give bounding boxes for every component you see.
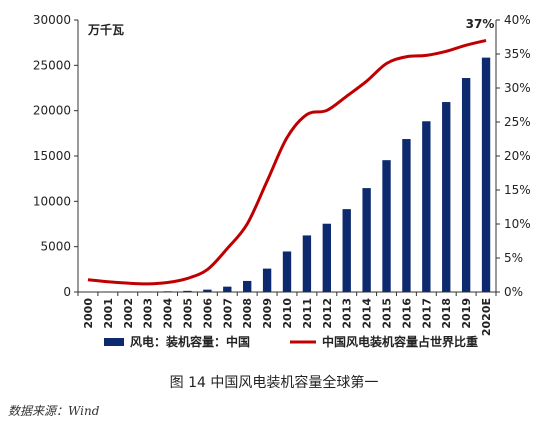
capacity-bar (402, 139, 411, 292)
x-tick-label: 2019 (460, 298, 473, 329)
y-right-tick-label: 10% (504, 217, 531, 231)
capacity-bar (342, 209, 351, 292)
share-line (87, 38, 487, 286)
source-label: 数据来源 (8, 404, 57, 418)
capacity-bar (302, 235, 312, 292)
legend-label-bar: 风电：装机容量：中国 (130, 334, 250, 349)
capacity-bar (163, 291, 172, 292)
capacity-bar (422, 121, 431, 293)
x-tick-label: 2012 (321, 298, 334, 329)
capacity-bar (322, 223, 331, 292)
legend-label-line: 中国风电装机容量占世界比重 (322, 334, 478, 349)
y-left-tick-label: 20000 (33, 104, 71, 118)
capacity-bars (83, 57, 491, 293)
share-line-group (87, 38, 487, 286)
capacity-bar (223, 286, 232, 292)
y-left-tick-label: 10000 (33, 194, 71, 208)
y-left-tick-label: 25000 (33, 58, 71, 72)
x-tick-label: 2017 (420, 298, 433, 329)
chart-legend: 风电：装机容量：中国 中国风电装机容量占世界比重 (104, 334, 478, 349)
y-right-tick-label: 35% (504, 47, 531, 61)
y-right-tick-label: 40% (504, 13, 531, 27)
y-left-tick-label: 30000 (33, 13, 71, 27)
x-tick-label: 2001 (102, 298, 115, 329)
source-value: Wind (68, 404, 100, 418)
capacity-bar (461, 78, 471, 292)
y-right-tick-label: 0% (504, 285, 523, 299)
x-tick-label: 2005 (181, 298, 194, 329)
x-tick-label: 2007 (221, 298, 234, 329)
y-left-tick-label: 0 (63, 285, 71, 299)
x-tick-label: 2013 (341, 298, 354, 329)
y-right-tick-label: 25% (504, 115, 531, 129)
x-tick-label: 2016 (400, 298, 413, 329)
x-tick-label: 2002 (122, 298, 135, 329)
x-tick-label: 2008 (241, 298, 254, 329)
capacity-bar (362, 188, 371, 292)
capacity-bar (282, 251, 292, 292)
y-left-tick-label: 5000 (40, 240, 71, 254)
capacity-bar (382, 160, 391, 292)
capacity-bar (481, 57, 491, 293)
capacity-bar (143, 291, 152, 292)
legend-swatch-bar (104, 338, 124, 346)
y-right-tick-label: 15% (504, 183, 531, 197)
y-right-tick-label: 20% (504, 149, 531, 163)
y-left-unit-label: 万千瓦 (87, 22, 124, 37)
share-annotation: 37% (466, 17, 495, 31)
y-left-tick-label: 15000 (33, 149, 71, 163)
x-tick-label: 2009 (261, 298, 274, 329)
x-tick-label: 2006 (201, 298, 214, 329)
capacity-bar (243, 280, 252, 292)
source-note: 数据来源：Wind (8, 404, 100, 418)
x-tick-label: 2018 (440, 298, 453, 329)
y-right-tick-label: 5% (504, 251, 523, 265)
y-right-tick-label: 30% (504, 81, 531, 95)
x-tick-label: 2000 (82, 298, 95, 329)
capacity-bar (183, 290, 192, 292)
chart-labels: 0 5000 10000 15000 20000 25000 30000 0% 5% 10% 15%… (33, 13, 531, 336)
x-tick-label: 2020E (480, 298, 493, 336)
x-tick-label: 2014 (361, 298, 374, 329)
x-tick-label: 2015 (381, 298, 394, 329)
x-tick-label: 2004 (162, 298, 175, 329)
capacity-bar (442, 102, 451, 292)
x-tick-label: 2003 (142, 298, 155, 329)
x-tick-label: 2010 (281, 298, 294, 329)
x-tick-label: 2011 (301, 298, 314, 329)
figure-caption: 图 14 中国风电装机容量全球第一 (169, 375, 379, 391)
capacity-bar (262, 268, 272, 292)
capacity-bar (203, 289, 212, 292)
